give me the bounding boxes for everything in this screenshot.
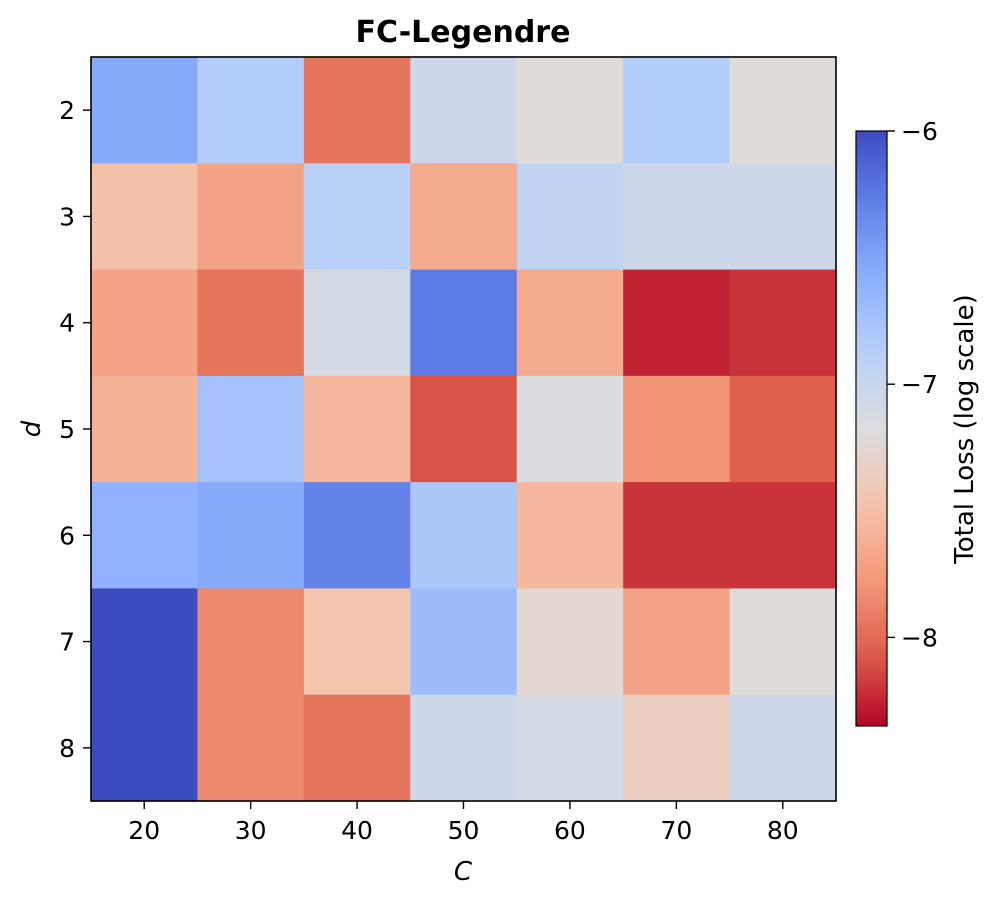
heatmap-cell <box>197 163 305 271</box>
x-axis-ticks: 20 30 40 50 60 70 80 <box>128 801 799 845</box>
heatmap-cell <box>303 588 411 696</box>
heatmap-cell <box>197 694 305 802</box>
y-axis-ticks: 2 3 4 5 6 7 8 <box>59 96 91 763</box>
y-tick-label: 4 <box>59 309 75 338</box>
x-tick-label: 70 <box>660 816 692 845</box>
heatmap-cell <box>729 57 837 164</box>
x-axis-label: C <box>454 857 473 887</box>
heatmap-cell <box>197 482 305 590</box>
colorbar-tick-label: −6 <box>901 117 938 146</box>
x-tick-label: 40 <box>341 816 373 845</box>
heatmap-cell <box>729 694 837 802</box>
heatmap-cell <box>91 375 199 483</box>
colorbar-tick-label: −8 <box>901 623 938 652</box>
y-tick-label: 3 <box>59 202 75 231</box>
heatmap-cell <box>516 588 624 696</box>
heatmap-cells <box>91 57 837 802</box>
y-tick-label: 2 <box>59 96 75 125</box>
heatmap-cell <box>91 694 199 802</box>
heatmap-cell <box>303 694 411 802</box>
colorbar-label: Total Loss (log scale) <box>950 294 980 564</box>
y-tick-label: 8 <box>59 734 75 763</box>
heatmap-cell <box>729 163 837 271</box>
heatmap-cell <box>623 694 731 802</box>
heatmap-cell <box>623 163 731 271</box>
y-tick-label: 6 <box>59 521 75 550</box>
heatmap-cell <box>516 694 624 802</box>
x-tick-label: 80 <box>767 816 799 845</box>
heatmap-cell <box>516 269 624 377</box>
heatmap-cell <box>516 375 624 483</box>
heatmap-cell <box>303 482 411 590</box>
heatmap-cell <box>623 375 731 483</box>
heatmap-cell <box>516 57 624 164</box>
heatmap-cell <box>516 163 624 271</box>
heatmap-cell <box>197 375 305 483</box>
heatmap-cell <box>729 588 837 696</box>
x-tick-label: 30 <box>235 816 267 845</box>
heatmap-cell <box>197 57 305 164</box>
heatmap-cell <box>197 269 305 377</box>
colorbar-ticks: −6 −7 −8 <box>887 117 938 652</box>
colorbar-tick-label: −7 <box>901 370 938 399</box>
heatmap-cell <box>410 57 518 164</box>
heatmap-cell <box>197 588 305 696</box>
x-tick-label: 60 <box>554 816 586 845</box>
heatmap-cell <box>410 163 518 271</box>
heatmap-cell <box>303 163 411 271</box>
heatmap-cell <box>410 482 518 590</box>
heatmap-cell <box>91 163 199 271</box>
x-tick-label: 50 <box>448 816 480 845</box>
heatmap-cell <box>729 375 837 483</box>
heatmap-cell <box>729 269 837 377</box>
heatmap-cell <box>91 269 199 377</box>
heatmap-cell <box>410 588 518 696</box>
heatmap-cell <box>303 269 411 377</box>
heatmap-cell <box>623 269 731 377</box>
heatmap-cell <box>729 482 837 590</box>
colorbar <box>855 130 888 727</box>
y-tick-label: 5 <box>59 415 75 444</box>
heatmap-cell <box>623 482 731 590</box>
y-tick-label: 7 <box>59 628 75 657</box>
x-tick-label: 20 <box>128 816 160 845</box>
y-axis-label: d <box>17 420 47 437</box>
heatmap-cell <box>623 57 731 164</box>
heatmap-cell <box>516 482 624 590</box>
chart-title: FC-Legendre <box>356 15 571 50</box>
heatmap-cell <box>410 375 518 483</box>
heatmap-cell <box>303 57 411 164</box>
heatmap-cell <box>623 588 731 696</box>
heatmap-cell <box>410 694 518 802</box>
heatmap-cell <box>410 269 518 377</box>
heatmap-cell <box>303 375 411 483</box>
heatmap-cell <box>91 588 199 696</box>
heatmap-cell <box>91 482 199 590</box>
heatmap-cell <box>91 57 199 164</box>
